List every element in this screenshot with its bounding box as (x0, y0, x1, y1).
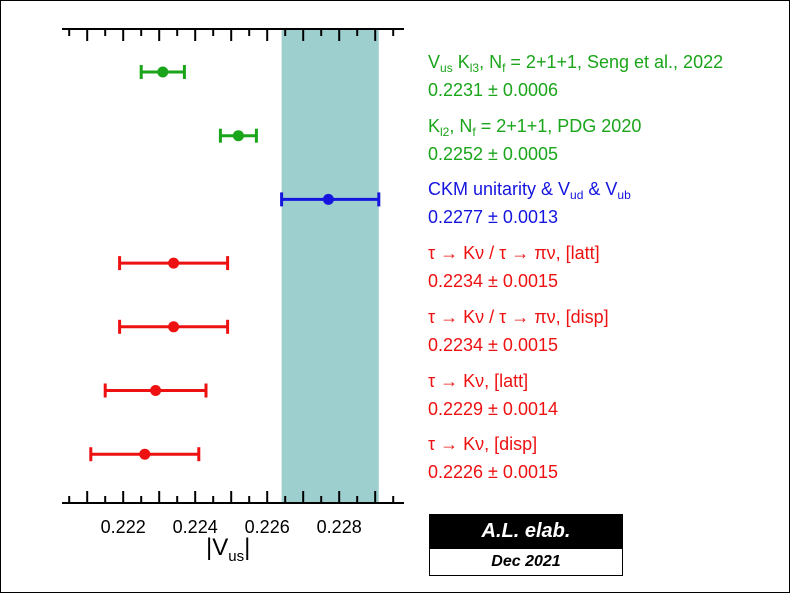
data-point (168, 321, 180, 333)
x-axis-label: |Vus| (206, 534, 251, 565)
measurement-label: τ → Kν, [latt] (428, 370, 529, 391)
measurement-value: 0.2277 ± 0.0013 (428, 207, 558, 228)
measurement-label: CKM unitarity & Vud & Vub (428, 179, 631, 203)
measurement-label: Kl2, Nf = 2+1+1, PDG 2020 (428, 115, 642, 139)
x-tick-label: 0.222 (101, 517, 146, 537)
measurement-value: 0.2231 ± 0.0006 (428, 80, 558, 100)
author-stamp: A.L. elab. (429, 514, 623, 548)
measurement-value: 0.2252 ± 0.0005 (428, 143, 558, 164)
measurement-value: 0.2234 ± 0.0015 (428, 334, 558, 355)
measurement-label: τ → Kν / τ → πν, [latt] (428, 243, 600, 264)
x-tick-label: 0.224 (173, 517, 218, 537)
data-point (150, 385, 162, 396)
data-point (322, 193, 334, 205)
data-point (139, 448, 151, 460)
data-point (168, 257, 180, 269)
x-tick-label: 0.228 (317, 517, 362, 537)
measurement-label: τ → Kν / τ → πν, [disp] (428, 306, 609, 327)
measurement-label: Vus Kl3, Nf = 2+1+1, Seng et al., 2022 (428, 52, 724, 75)
measurement-value: 0.2229 ± 0.0014 (428, 398, 558, 419)
data-point (232, 130, 244, 142)
unitarity-band (281, 29, 379, 503)
measurement-label: τ → Kν, [disp] (428, 434, 538, 455)
x-tick-label: 0.226 (245, 517, 290, 537)
measurement-value: 0.2234 ± 0.0015 (428, 271, 558, 292)
data-point (157, 66, 169, 78)
date-stamp: Dec 2021 (429, 548, 623, 576)
measurement-value: 0.2226 ± 0.0015 (428, 462, 558, 483)
